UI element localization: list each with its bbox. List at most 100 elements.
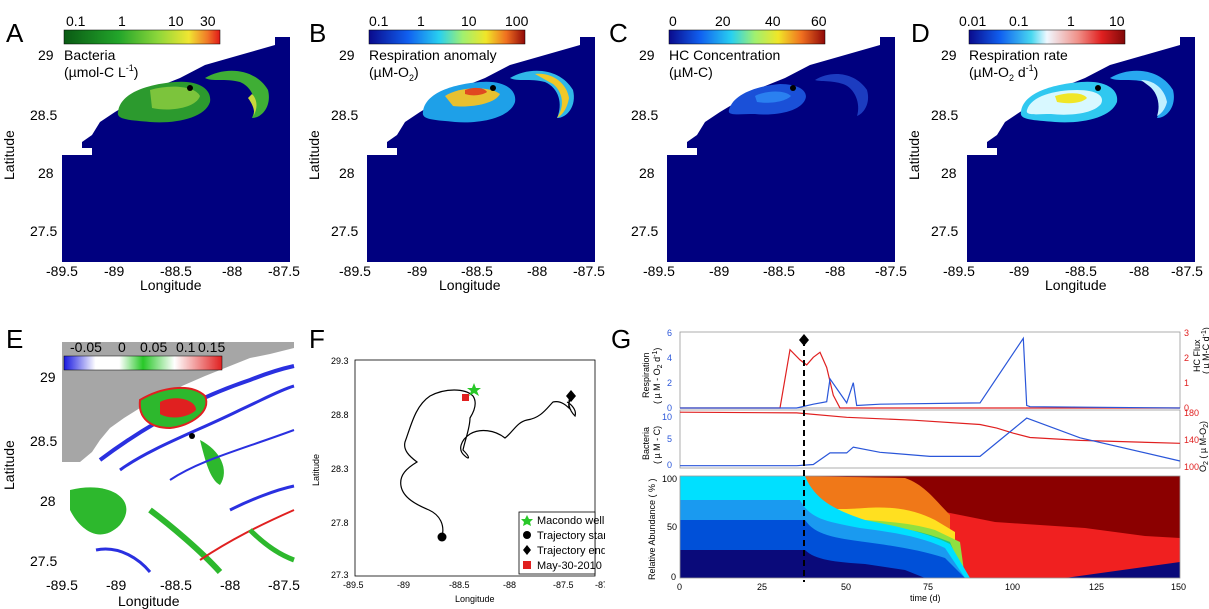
lon-tick: -89 bbox=[1009, 263, 1029, 279]
legend-square-icon bbox=[523, 561, 531, 569]
panel-g: G 6 4 2 0 3 2 1 0 Respiration ( µ M - O2… bbox=[611, 324, 1209, 603]
colorbar-b: 0.1 1 10 100 bbox=[368, 13, 529, 45]
lat-tick: 29 bbox=[941, 47, 957, 63]
panel-c: C 0 20 40 60 HC Concentration (µM-C) 29 … bbox=[609, 13, 907, 279]
time-tick: 0 bbox=[677, 582, 682, 592]
map-title-line2: (µM-O2) bbox=[369, 64, 419, 83]
bac-tick: 0 bbox=[667, 460, 672, 470]
map-area bbox=[967, 25, 1195, 262]
lat-tick: 28 bbox=[941, 165, 957, 181]
o2-tick: 180 bbox=[1184, 408, 1199, 418]
y-axis-label: Latitude bbox=[906, 130, 922, 180]
macondo-marker bbox=[790, 85, 796, 91]
o2-tick: 100 bbox=[1184, 462, 1199, 472]
y-axis-label: Latitude bbox=[1, 440, 17, 490]
trajectory-end-marker bbox=[566, 390, 576, 402]
o2-tick: 140 bbox=[1184, 435, 1199, 445]
respiration-line bbox=[680, 336, 1181, 409]
map-title-line2: (µmol-C L-1) bbox=[64, 63, 138, 80]
lon-tick: -89 bbox=[104, 263, 124, 279]
lat-tick: 28.5 bbox=[931, 107, 958, 123]
lon-tick: -87.5 bbox=[268, 263, 300, 279]
lat-tick: 28 bbox=[639, 165, 655, 181]
legend-circle-icon bbox=[523, 531, 531, 539]
trajectory-path bbox=[400, 389, 576, 538]
cb-tick: 1 bbox=[417, 13, 425, 29]
panel-label-a: A bbox=[6, 18, 24, 48]
lon-tick: -87.5 bbox=[553, 580, 574, 590]
resp-tick: 4 bbox=[667, 353, 672, 363]
lon-tick: -89 bbox=[106, 577, 126, 593]
lon-tick: -87.5 bbox=[573, 263, 605, 279]
cb-tick: 0.1 bbox=[1009, 13, 1029, 29]
time-tick: 150 bbox=[1171, 582, 1186, 592]
cb-tick: 1 bbox=[1067, 13, 1075, 29]
panel-e: E -0.05 0 0.05 0.1 0.15 29 28.5 28 27.5 … bbox=[1, 324, 300, 609]
lon-tick: -89 bbox=[407, 263, 427, 279]
map-title-line2: (µM-C) bbox=[669, 64, 713, 80]
cb-tick: 60 bbox=[811, 13, 827, 29]
legend-star-icon bbox=[521, 515, 533, 526]
colorbar-a: 0.1 1 10 30 bbox=[63, 13, 221, 45]
trajectory-start-marker bbox=[437, 532, 447, 542]
lon-tick: -89 bbox=[709, 263, 729, 279]
macondo-marker bbox=[1095, 85, 1101, 91]
lon-tick: -87 bbox=[595, 580, 605, 590]
lat-tick: 27.5 bbox=[931, 223, 958, 239]
map-title-line1: Respiration rate bbox=[969, 47, 1068, 63]
x-axis-label: Longitude bbox=[455, 594, 495, 604]
bac-axis-label: Bacteria bbox=[641, 427, 651, 460]
vorticity-map bbox=[62, 342, 295, 575]
bac-tick: 10 bbox=[662, 412, 672, 422]
map-title-line1: HC Concentration bbox=[669, 47, 780, 63]
ra-axis-label: Relative Abundance ( % ) bbox=[647, 478, 657, 580]
lat-tick: 27.3 bbox=[331, 570, 349, 580]
cb-tick: 20 bbox=[715, 13, 731, 29]
hc-axis-label: HC Flux bbox=[1192, 339, 1202, 372]
lat-tick: 27.5 bbox=[30, 223, 57, 239]
panel-label-c: C bbox=[609, 18, 628, 48]
lon-tick: -88 bbox=[503, 580, 516, 590]
panel-f: F 29.3 28.8 28.3 27.8 27.3 Latitude -89.… bbox=[309, 324, 605, 604]
lat-tick: 29 bbox=[339, 47, 355, 63]
lat-tick: 27.8 bbox=[331, 518, 349, 528]
cb-tick: 0.01 bbox=[959, 13, 986, 29]
macondo-marker bbox=[189, 433, 195, 439]
oxygen-line bbox=[679, 411, 1181, 444]
lat-tick: 28.5 bbox=[30, 107, 57, 123]
lon-tick: -89.5 bbox=[339, 263, 371, 279]
lat-tick: 27.5 bbox=[331, 223, 358, 239]
x-axis-label: Longitude bbox=[118, 593, 180, 609]
x-axis-label: Longitude bbox=[439, 277, 501, 293]
lat-tick: 29 bbox=[639, 47, 655, 63]
resp-hc-frame bbox=[679, 331, 1181, 409]
map-title-line1: Respiration anomaly bbox=[369, 47, 497, 63]
cb-tick: 10 bbox=[461, 13, 477, 29]
ra-tick: 0 bbox=[671, 572, 676, 582]
lon-tick: -89.5 bbox=[46, 577, 78, 593]
bacteria-plume bbox=[117, 70, 269, 123]
cb-tick: 0.05 bbox=[140, 339, 167, 355]
lat-tick: 29 bbox=[40, 369, 56, 385]
lat-tick: 28 bbox=[40, 493, 56, 509]
panel-d: D 0.01 0.1 1 10 Respiration rate (µM-O2 … bbox=[906, 13, 1203, 293]
panel-label-g: G bbox=[611, 324, 631, 354]
hc-tick: 0 bbox=[1184, 403, 1189, 413]
resp-tick: 6 bbox=[667, 328, 672, 338]
colorbar-d: 0.01 0.1 1 10 bbox=[959, 13, 1126, 45]
cb-tick: 40 bbox=[765, 13, 781, 29]
lat-tick: 28.5 bbox=[30, 433, 57, 449]
time-marker-diamond bbox=[799, 334, 809, 346]
abundance-frame bbox=[679, 475, 1181, 579]
lon-tick: -89 bbox=[397, 580, 410, 590]
cb-tick: 0.15 bbox=[198, 339, 225, 355]
lon-tick: -88.5 bbox=[160, 577, 192, 593]
lon-tick: -88.5 bbox=[1065, 263, 1097, 279]
legend-item: Macondo well bbox=[537, 515, 604, 527]
time-tick: 75 bbox=[923, 582, 933, 592]
hc-axis-units: ( µ M-C d-1) bbox=[1201, 327, 1209, 374]
panel-label-d: D bbox=[911, 18, 930, 48]
legend-item: May-30-2010 bbox=[537, 560, 602, 572]
bac-o2-frame bbox=[679, 409, 1181, 469]
bacteria-line bbox=[680, 417, 1181, 467]
